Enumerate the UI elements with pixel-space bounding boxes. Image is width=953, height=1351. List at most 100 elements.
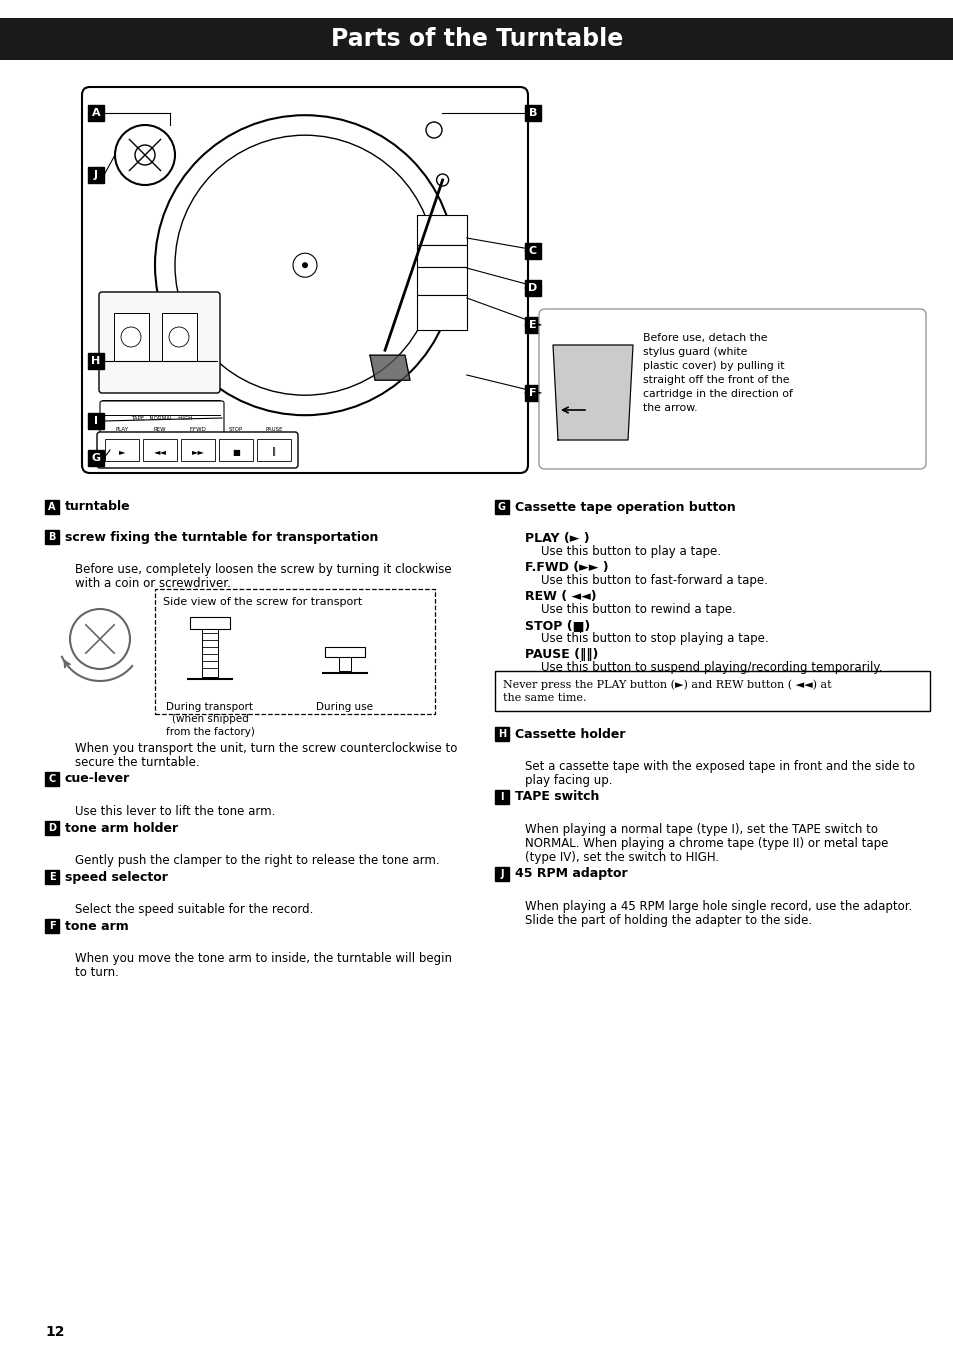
Bar xyxy=(45,530,59,544)
Text: F.FWD (►► ): F.FWD (►► ) xyxy=(524,561,608,574)
Text: ◄◄: ◄◄ xyxy=(153,447,167,457)
Text: Use this lever to lift the tone arm.: Use this lever to lift the tone arm. xyxy=(75,805,275,817)
Bar xyxy=(524,105,540,122)
Bar xyxy=(524,385,540,401)
Bar xyxy=(105,439,139,461)
Bar xyxy=(495,671,929,711)
Text: Before use, detach the
stylus guard (white
plastic cover) by pulling it
straight: Before use, detach the stylus guard (whi… xyxy=(642,332,792,413)
Text: E: E xyxy=(49,871,55,882)
Text: When you move the tone arm to inside, the turntable will begin: When you move the tone arm to inside, th… xyxy=(75,952,452,965)
Text: REW ( ◄◄): REW ( ◄◄) xyxy=(524,590,596,603)
Bar xyxy=(338,657,351,671)
Text: When playing a normal tape (type I), set the TAPE switch to: When playing a normal tape (type I), set… xyxy=(524,823,877,836)
Text: G: G xyxy=(91,453,100,463)
Text: ‖: ‖ xyxy=(272,447,275,457)
Text: D: D xyxy=(48,823,56,834)
Text: 12: 12 xyxy=(45,1325,65,1339)
Bar xyxy=(219,439,253,461)
Bar xyxy=(88,413,104,430)
Bar xyxy=(88,353,104,369)
Text: PAUSE (‖‖): PAUSE (‖‖) xyxy=(524,648,598,661)
Bar xyxy=(416,245,466,267)
Text: C: C xyxy=(49,774,55,784)
Bar xyxy=(162,313,196,361)
Text: A: A xyxy=(49,503,55,512)
Text: speed selector: speed selector xyxy=(65,870,168,884)
Bar xyxy=(181,439,214,461)
Text: Set a cassette tape with the exposed tape in front and the side to: Set a cassette tape with the exposed tap… xyxy=(524,761,914,773)
Bar xyxy=(88,450,104,466)
Text: A: A xyxy=(91,108,100,118)
Bar xyxy=(495,727,509,740)
Text: H: H xyxy=(497,730,505,739)
Text: TAPE switch: TAPE switch xyxy=(515,790,598,804)
Polygon shape xyxy=(553,345,633,440)
Text: Parts of the Turntable: Parts of the Turntable xyxy=(331,27,622,51)
Text: I: I xyxy=(499,792,503,802)
Bar xyxy=(88,105,104,122)
Text: Select the speed suitable for the record.: Select the speed suitable for the record… xyxy=(75,902,313,916)
FancyBboxPatch shape xyxy=(538,309,925,469)
Text: Use this button to rewind a tape.: Use this button to rewind a tape. xyxy=(540,603,735,616)
FancyBboxPatch shape xyxy=(100,401,224,435)
Bar xyxy=(524,280,540,296)
Text: tone arm: tone arm xyxy=(65,920,129,932)
Text: F: F xyxy=(49,921,55,931)
Bar xyxy=(416,215,466,245)
Text: During use: During use xyxy=(316,703,374,712)
Bar xyxy=(495,867,509,881)
Text: D: D xyxy=(528,282,537,293)
Text: PLAY (► ): PLAY (► ) xyxy=(524,532,589,544)
Text: J: J xyxy=(499,869,503,880)
FancyBboxPatch shape xyxy=(82,86,527,473)
Text: Use this button to suspend playing/recording temporarily.: Use this button to suspend playing/recor… xyxy=(540,661,882,674)
Text: play facing up.: play facing up. xyxy=(524,774,612,788)
Text: E: E xyxy=(529,320,537,330)
Bar xyxy=(495,790,509,804)
Text: When you transport the unit, turn the screw counterclockwise to: When you transport the unit, turn the sc… xyxy=(75,742,456,755)
Text: C: C xyxy=(528,246,537,255)
Bar xyxy=(524,317,540,332)
Bar xyxy=(256,439,291,461)
Text: H: H xyxy=(91,357,100,366)
Bar xyxy=(524,243,540,259)
Text: TAPE   NORMAL   HIGH: TAPE NORMAL HIGH xyxy=(132,416,193,420)
Text: Cassette tape operation button: Cassette tape operation button xyxy=(515,500,735,513)
Bar xyxy=(495,500,509,513)
Bar xyxy=(190,617,230,630)
Text: Cassette holder: Cassette holder xyxy=(515,727,625,740)
Text: Gently push the clamper to the right to release the tone arm.: Gently push the clamper to the right to … xyxy=(75,854,439,867)
Bar xyxy=(45,500,59,513)
Text: Side view of the screw for transport: Side view of the screw for transport xyxy=(163,597,362,607)
Bar xyxy=(0,18,953,59)
Bar xyxy=(45,821,59,835)
Text: Use this button to play a tape.: Use this button to play a tape. xyxy=(540,544,720,558)
Bar xyxy=(143,439,177,461)
Text: STOP (■): STOP (■) xyxy=(524,619,590,632)
Text: Never press the PLAY button (►) and REW button ( ◄◄) at
the same time.: Never press the PLAY button (►) and REW … xyxy=(502,680,831,703)
Bar xyxy=(113,313,149,361)
Text: Use this button to fast-forward a tape.: Use this button to fast-forward a tape. xyxy=(540,574,767,586)
Text: G: G xyxy=(497,503,505,512)
Text: screw fixing the turntable for transportation: screw fixing the turntable for transport… xyxy=(65,531,378,543)
Text: to turn.: to turn. xyxy=(75,966,119,979)
Text: cue-lever: cue-lever xyxy=(65,773,131,785)
Text: J: J xyxy=(94,170,98,180)
Text: F.FWD: F.FWD xyxy=(190,427,206,432)
Bar xyxy=(45,870,59,884)
Text: STOP: STOP xyxy=(229,427,243,432)
Text: PAUSE: PAUSE xyxy=(265,427,282,432)
Text: Before use, completely loosen the screw by turning it clockwise: Before use, completely loosen the screw … xyxy=(75,563,451,576)
FancyBboxPatch shape xyxy=(97,432,297,467)
Text: Slide the part of holding the adapter to the side.: Slide the part of holding the adapter to… xyxy=(524,915,811,927)
Circle shape xyxy=(302,262,308,269)
Text: I: I xyxy=(94,416,98,426)
Text: ■: ■ xyxy=(232,447,240,457)
Text: ►►: ►► xyxy=(192,447,204,457)
Bar xyxy=(416,267,466,295)
Text: PLAY: PLAY xyxy=(115,427,129,432)
Text: During transport
(when shipped
from the factory): During transport (when shipped from the … xyxy=(166,703,254,736)
Text: tone arm holder: tone arm holder xyxy=(65,821,178,835)
Text: secure the turntable.: secure the turntable. xyxy=(75,757,199,769)
Bar xyxy=(325,647,365,657)
